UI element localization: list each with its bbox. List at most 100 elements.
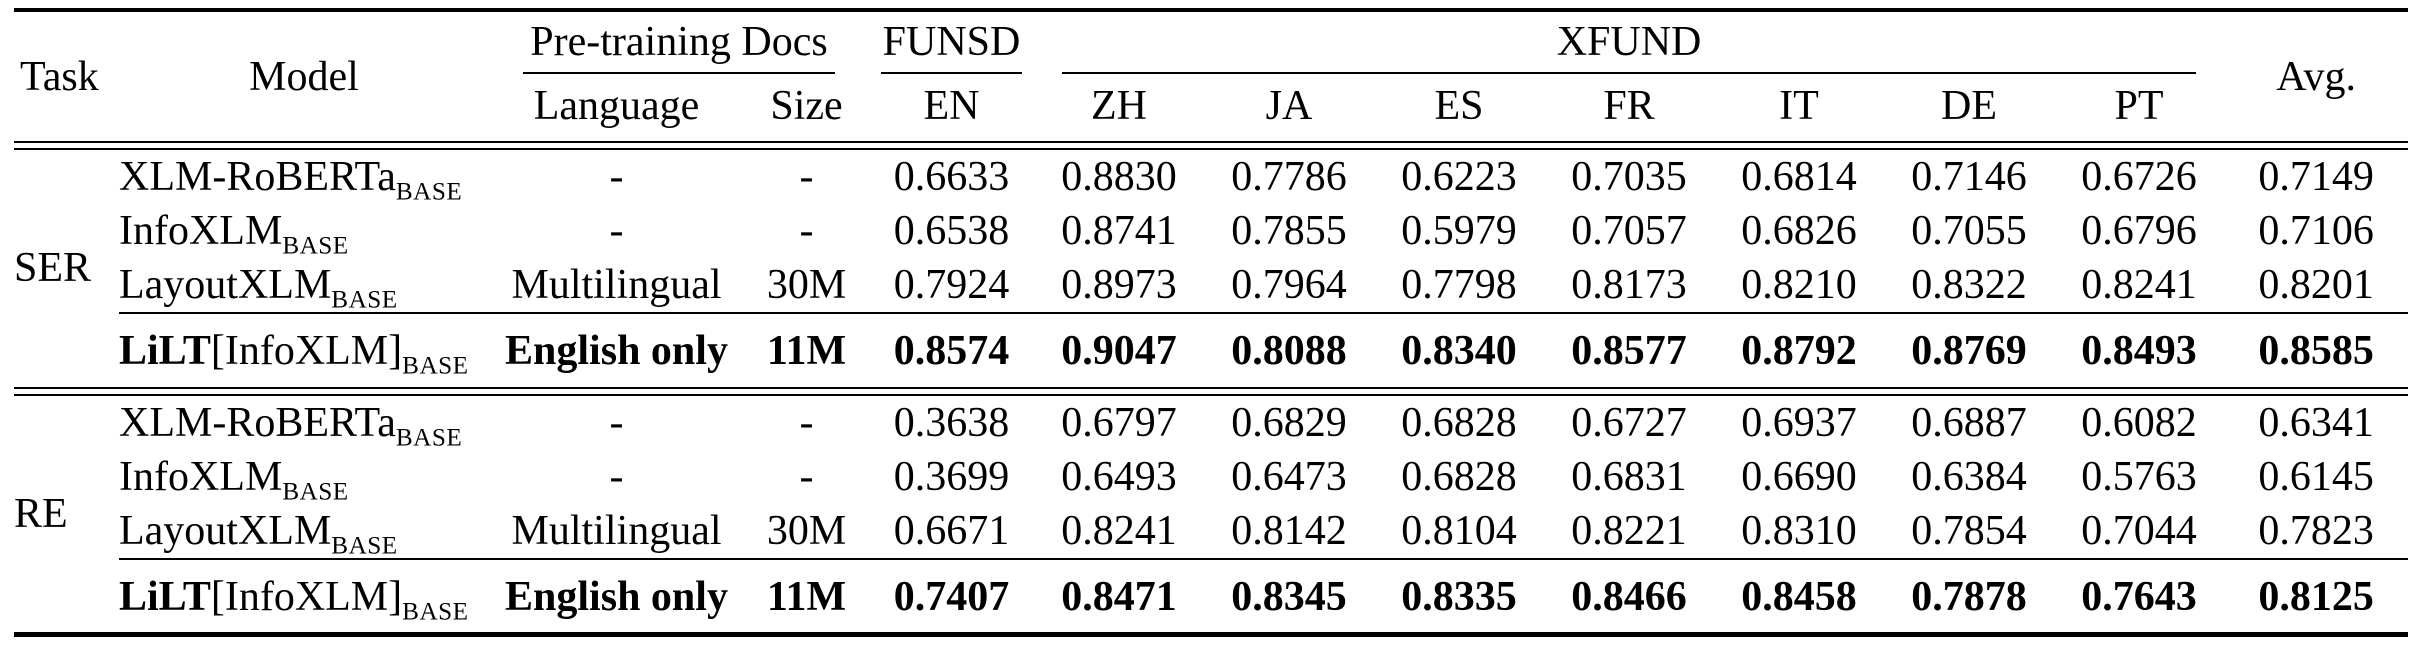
col-header-zh: ZH [1091,83,1147,130]
table-row: LiLT[InfoXLM]BASE English only 11M 0.8574 0.… [14,312,2409,387]
col-header-fr: FR [1603,83,1655,130]
score-cell: 0.6937 [1741,399,1857,446]
score-cell: 0.6690 [1741,453,1857,500]
task-cell: SER [14,245,92,292]
model-subscript: BASE [331,286,398,314]
score-cell: 0.7057 [1571,208,1687,255]
model-cell: LayoutXLMBASE [119,258,489,313]
score-cell: 0.6538 [893,208,1010,255]
language-cell: English only [489,557,744,635]
score-cell: 0.7055 [1911,208,2027,255]
score-cell: 0.8471 [1034,557,1204,635]
score-cell: 0.8088 [1204,312,1374,387]
table-row: InfoXLMBASE - - 0.3699 0.6493 0.6473 0.6828 0.6… [14,450,2408,506]
score-cell: 0.6633 [893,154,1010,201]
model-subscript: BASE [282,478,349,506]
col-header-en: EN [923,83,980,130]
score-cell: 0.5979 [1401,208,1517,255]
score-cell: 0.7044 [2081,507,2197,554]
table-header: Task Model Pre-training Docs FUNSD XFUND… [14,10,2408,141]
score-cell: 0.8493 [2054,312,2225,387]
language-cell: - [609,453,624,500]
double-rule-cell [14,386,2409,396]
score-cell: 0.7964 [1231,262,1347,309]
model-name: XLM-RoBERTa [119,399,396,446]
score-cell: 0.6384 [1911,453,2027,500]
double-rule-cell [14,141,2409,151]
group-header-xfund: XFUND [1034,10,2224,75]
col-header-de: DE [1941,83,1997,130]
score-cell: 0.5763 [2081,453,2197,500]
model-name: [InfoXLM] [210,573,403,620]
score-cell: 0.8241 [1061,507,1177,554]
language-cell: - [609,208,624,255]
size-cell: - [799,453,814,500]
group-header-pretraining-docs: Pre-training Docs [489,10,869,75]
score-cell: 0.6814 [1741,154,1857,201]
header-row-columns: Language Size EN ZH JA ES FR IT DE PT [14,74,2408,141]
avg-cell: 0.8201 [2258,262,2374,309]
size-cell: 30M [766,262,847,309]
avg-cell: 0.8585 [2224,312,2409,387]
avg-cell: 0.8125 [2224,557,2409,635]
header-row-groups: Task Model Pre-training Docs FUNSD XFUND… [14,10,2408,99]
model-cell: XLM-RoBERTaBASE [119,396,489,451]
score-cell: 0.7798 [1401,262,1517,309]
score-cell: 0.8340 [1374,312,1544,387]
score-cell: 0.6082 [2081,399,2197,446]
group-label-pretraining-docs: Pre-training Docs [523,12,835,75]
model-name-bold: LiLT [119,328,211,375]
score-cell: 0.7786 [1231,154,1347,201]
score-cell: 0.8466 [1544,557,1714,635]
score-cell: 0.6797 [1061,399,1177,446]
model-name: XLM-RoBERTa [119,154,396,201]
score-cell: 0.8741 [1061,208,1177,255]
double-rule [14,386,2409,396]
table-row: LayoutXLMBASE Multilingual 30M 0.6671 0.8241… [14,504,2408,559]
model-subscript: BASE [402,352,469,380]
score-cell: 0.8769 [1884,312,2054,387]
model-name: InfoXLM [119,208,283,255]
language-cell: Multilingual [511,507,722,554]
score-cell: 0.8792 [1714,312,1884,387]
score-cell: 0.8458 [1714,557,1884,635]
score-cell: 0.8577 [1544,312,1714,387]
score-cell: 0.8221 [1571,507,1687,554]
score-cell: 0.7035 [1571,154,1687,201]
results-table: Task Model Pre-training Docs FUNSD XFUND… [14,8,2409,637]
model-name: InfoXLM [119,453,283,500]
score-cell: 0.8142 [1231,507,1347,554]
table-row: SER XLM-RoBERTaBASE - -0.6633 0.8830 0.7786 0.… [14,150,2408,290]
avg-cell: 0.7149 [2258,154,2374,201]
size-cell: 30M [766,507,847,554]
size-cell: 11M [744,557,869,635]
table-row: InfoXLMBASE - - 0.6538 0.8741 0.7855 0.5979 0.7… [14,204,2408,259]
size-cell: - [799,154,814,201]
score-cell: 0.6831 [1571,453,1687,500]
col-header-ja: JA [1265,83,1313,130]
score-cell: 0.6828 [1401,453,1517,500]
col-header-size: Size [770,83,843,130]
model-subscript: BASE [331,532,398,560]
col-header-task: Task [20,53,99,100]
language-cell: Multilingual [511,262,722,309]
size-cell: - [799,208,814,255]
score-cell: 0.6887 [1911,399,2027,446]
score-cell: 0.3638 [893,399,1010,446]
model-cell: LiLT[InfoXLM]BASE [119,312,489,387]
table-body: SER XLM-RoBERTaBASE - -0.6633 0.8830 0.7786 0.… [14,141,2409,635]
double-rule-line [14,386,2409,396]
model-cell: LiLT[InfoXLM]BASE [119,557,489,635]
score-cell: 0.6826 [1741,208,1857,255]
score-cell: 0.7855 [1231,208,1347,255]
score-cell: 0.6671 [893,507,1010,554]
group-header-funsd: FUNSD [869,10,1034,75]
col-header-it: IT [1779,83,1819,130]
score-cell: 0.6727 [1571,399,1687,446]
language-cell: - [609,399,624,446]
task-cell: RE [14,490,68,537]
score-cell: 0.3699 [893,453,1010,500]
score-cell: 0.7924 [893,262,1010,309]
model-name-bold: LiLT [119,573,211,620]
